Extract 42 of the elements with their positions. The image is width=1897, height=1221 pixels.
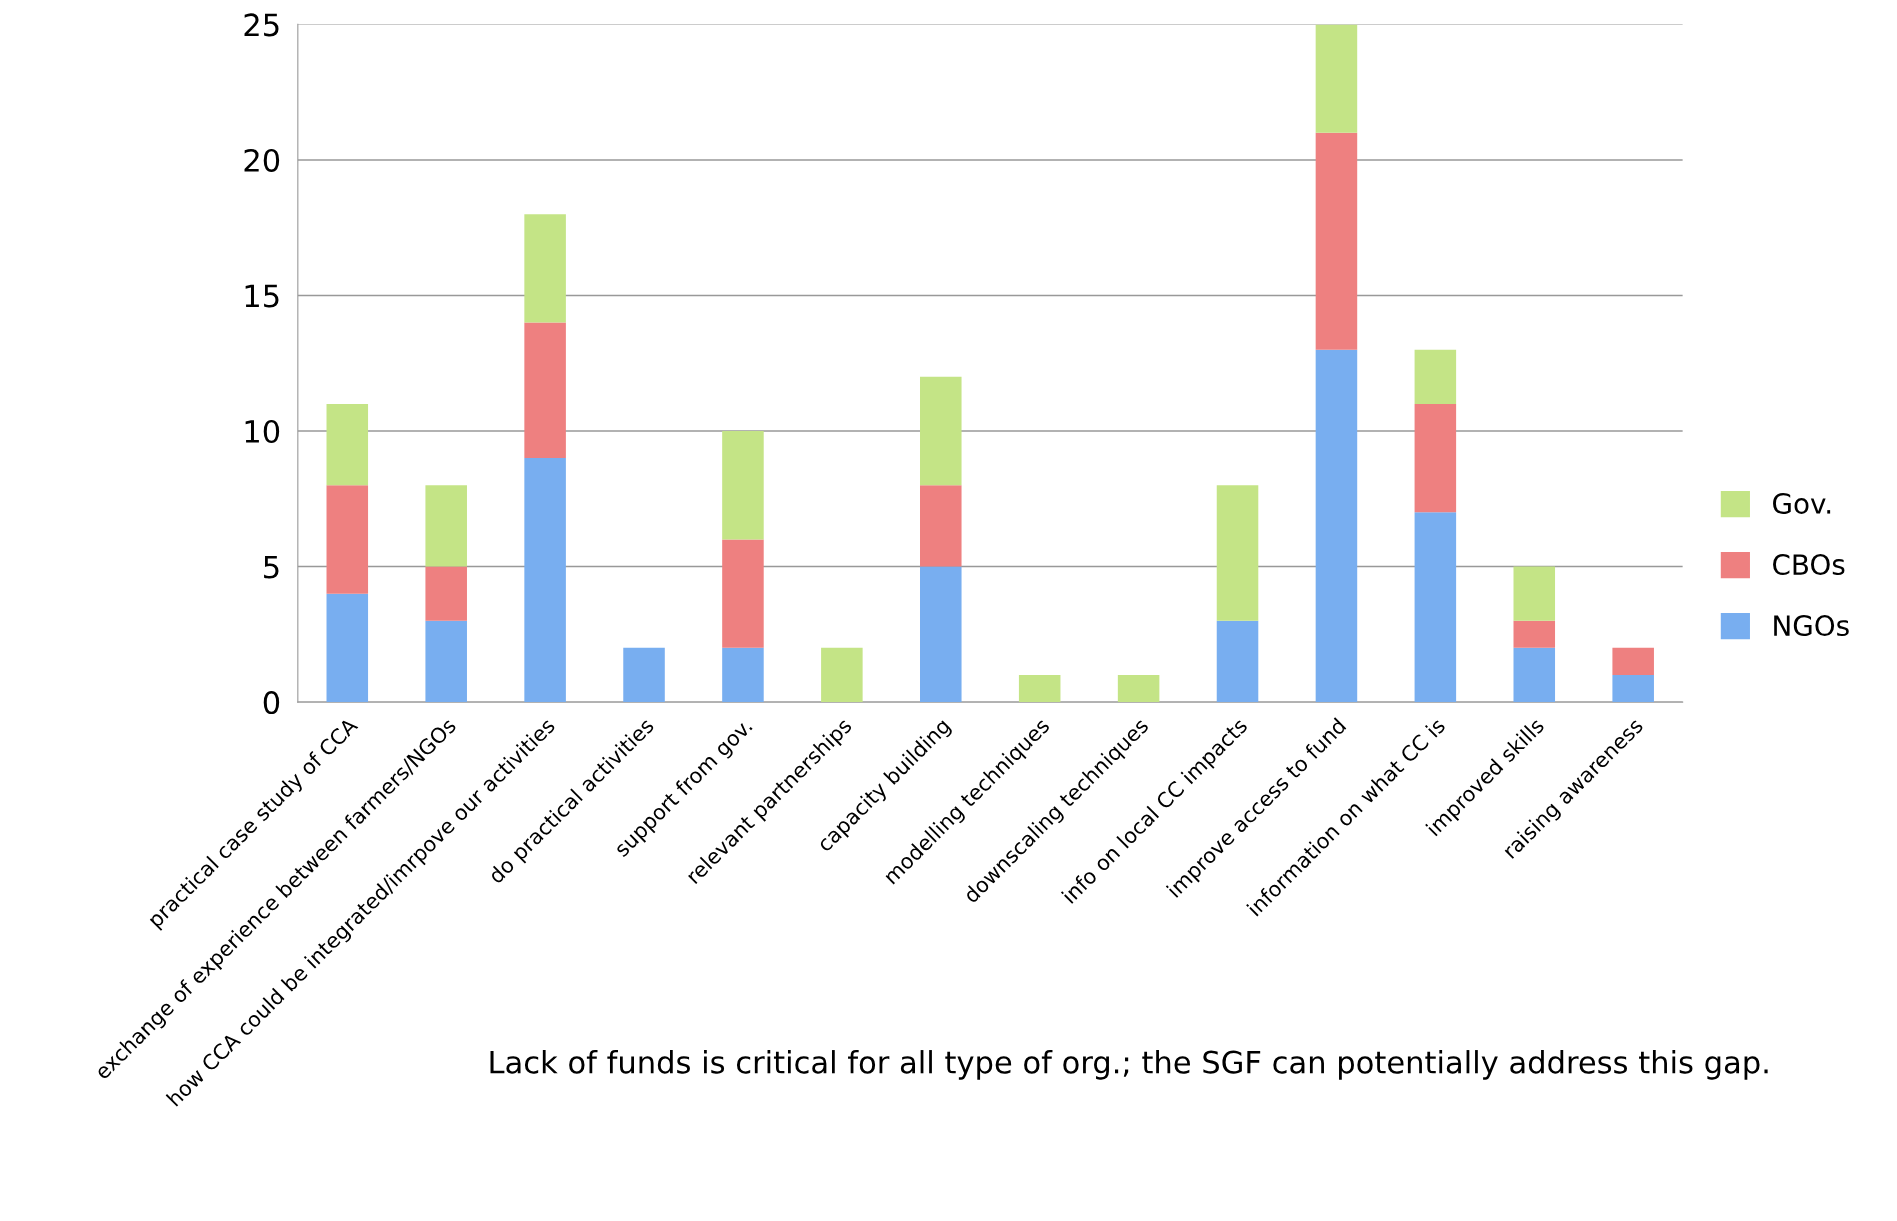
bar [920,485,962,567]
bar [1315,349,1358,703]
bar [1414,403,1457,513]
bar [1612,674,1654,703]
y-tick-label: 25 [244,13,279,37]
y-tick-label: 0 [263,691,280,715]
bar [524,322,566,459]
bar [326,593,369,703]
bar [722,647,764,703]
bar [1414,512,1457,703]
legend-label: NGOs [1774,615,1849,637]
bar [920,376,962,486]
bar [524,214,566,323]
y-tick-label: 5 [264,555,279,579]
bar [1414,349,1457,404]
y-tick-label: 15 [245,284,279,308]
bar [326,403,369,486]
bar [1216,620,1259,703]
bar [425,566,467,621]
bar [425,485,467,567]
bar [1612,647,1654,675]
y-tick-label: 10 [245,419,280,444]
bar [1513,647,1556,703]
bar [920,566,962,703]
text: Lack of funds is critical for all type of org.; the SGF can potentially address this gap. [490,1050,1768,1080]
bar [1513,566,1556,621]
legend-label: CBOs [1773,554,1845,576]
bar [722,431,764,540]
legend-label: Gov. [1773,492,1831,514]
bar [425,620,467,703]
bar [722,539,764,648]
bar [1018,674,1061,703]
bar [1216,485,1259,621]
y-tick-label: 20 [244,148,280,172]
bar [1117,674,1160,703]
bar [524,458,566,703]
bar [1315,132,1358,350]
bar [623,647,665,703]
bar [1315,24,1358,133]
bar [326,485,369,594]
bar [821,647,863,703]
bar [1513,620,1556,648]
